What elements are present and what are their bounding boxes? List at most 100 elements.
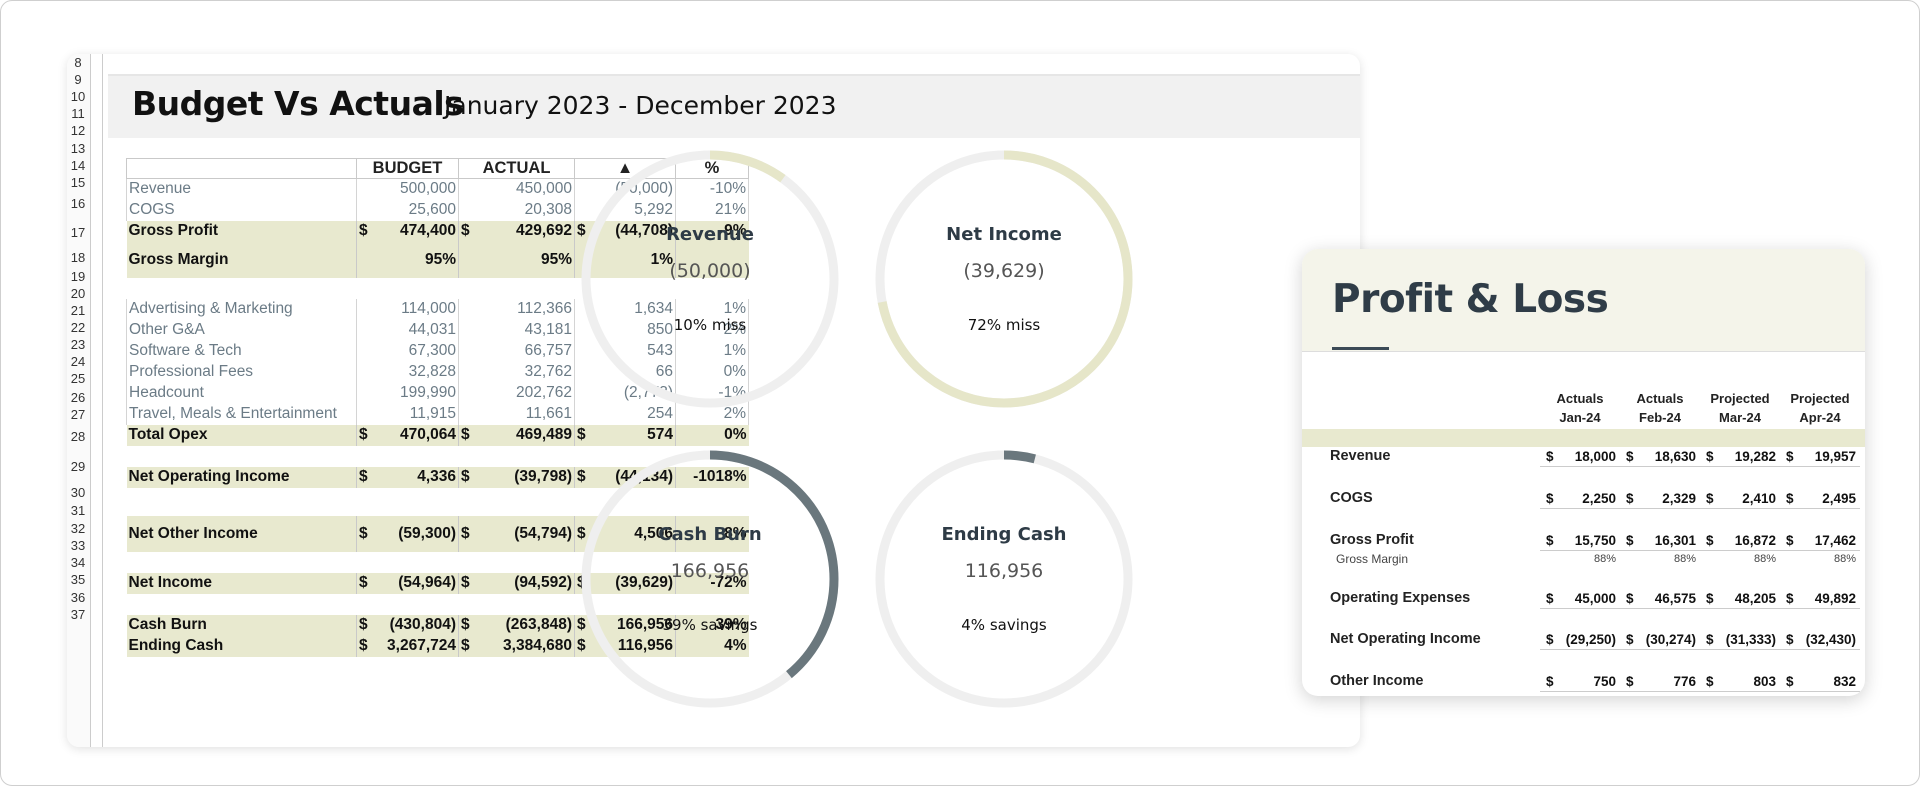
spacer-cell	[459, 552, 575, 573]
column-header-line2: Mar-24	[1719, 410, 1761, 425]
dollar-sign: $	[1626, 449, 1634, 464]
dollar-sign: $	[359, 426, 368, 443]
value-cell: $470,064	[356, 424, 459, 446]
cell-value: 429,692	[515, 222, 572, 239]
cell-value: (94,592)	[514, 574, 572, 591]
value-cell: -72%	[675, 572, 749, 594]
ring-label: Revenue	[666, 224, 754, 245]
table-row: Gross Margin 95% 95% 1%	[126, 241, 749, 278]
pl-cell: 88%	[1620, 551, 1700, 571]
pl-cell: $19,282	[1700, 447, 1780, 467]
row-number: 22	[70, 320, 86, 335]
pl-row-label: COGS	[1330, 490, 1373, 506]
row-number: 13	[70, 141, 86, 156]
cell-value: 574	[647, 426, 673, 443]
pl-cell: $19,957	[1780, 447, 1860, 467]
kpi-ring: Net Income (39,629) 72% miss	[873, 148, 1135, 410]
dollar-sign: $	[577, 574, 586, 591]
pl-cell: $ (30,274)	[1620, 630, 1700, 650]
table-row: Total Opex $470,064 $469,489 $574 0%	[126, 424, 749, 446]
pl-cell: $776	[1620, 672, 1700, 692]
ring-progress-arc	[875, 150, 1133, 408]
spacer-cell	[127, 446, 357, 467]
pl-value: (31,333)	[1725, 632, 1776, 647]
pl-value: 88%	[1673, 553, 1696, 565]
value-cell: 39%	[675, 614, 749, 636]
row-number: 10	[70, 89, 86, 104]
pl-row: COGS $2,250 $2,329 $2,410 $2,495	[1302, 489, 1865, 509]
row-label: Professional Fees	[126, 361, 357, 383]
pl-cell: $2,410	[1700, 489, 1780, 509]
value-cell: 95%	[356, 241, 459, 278]
column-header-line1: Actuals	[1556, 391, 1604, 406]
cell-value: 1,634	[634, 300, 673, 317]
value-cell: 21%	[675, 199, 749, 221]
pl-cell: $2,495	[1780, 489, 1860, 509]
value-cell: -1018%	[675, 466, 749, 488]
value-cell: $ (39,798)	[458, 466, 575, 488]
value-cell: $ (59,300)	[356, 515, 459, 552]
pl-cell: $750	[1540, 672, 1620, 692]
cell-value: 469,489	[515, 426, 572, 443]
value-cell: $3,384,680	[458, 635, 575, 657]
table-row: Headcount 199,990 202,762 (2,773) -1%	[126, 382, 749, 404]
spreadsheet-window: 8 9 10 11 12 13 14 15 16 17 18 19 20 21 22 23 24 25 26 27 28…	[67, 54, 1360, 747]
cell-value: 3,384,680	[503, 637, 572, 654]
row-number: 9	[74, 72, 82, 87]
row-label: Revenue	[126, 178, 357, 200]
row-label: COGS	[126, 199, 357, 221]
dollar-sign: $	[359, 574, 368, 591]
table-header-row: BUDGET ACTUAL ▲%	[126, 158, 749, 179]
dollar-sign: $	[359, 616, 368, 633]
ring-label: Net Income	[946, 224, 1062, 245]
table-row: Professional Fees 32,828 32,762 66 0%	[126, 361, 749, 383]
row-number: 29	[70, 459, 86, 474]
dollar-sign: $	[1546, 591, 1554, 606]
pl-cell: $17,462	[1780, 531, 1860, 551]
spacer-cell	[357, 488, 459, 516]
spacer-cell	[127, 594, 357, 615]
cell-value: 4%	[724, 637, 747, 654]
row-number: 23	[70, 337, 86, 352]
value-cell	[675, 241, 749, 278]
value-cell: 2%	[675, 319, 749, 341]
spacer-cell	[357, 278, 459, 299]
pl-cell: $832	[1780, 672, 1860, 692]
pl-value: 2,495	[1822, 491, 1856, 506]
dollar-sign: $	[1626, 533, 1634, 548]
cell-value: 20,308	[524, 201, 572, 218]
value-cell: $574	[574, 424, 676, 446]
pl-value: 803	[1753, 674, 1776, 689]
cell-value: 21%	[714, 201, 746, 218]
dollar-sign: $	[461, 426, 470, 443]
row-number: 31	[70, 503, 86, 518]
pl-cell: $45,000	[1540, 589, 1620, 609]
dollar-sign: $	[1706, 449, 1714, 464]
dollar-sign: $	[1786, 632, 1794, 647]
column-header-line1: Projected	[1710, 391, 1770, 406]
pl-row-label: Gross Profit	[1330, 532, 1414, 548]
row-number: 19	[70, 269, 86, 284]
pl-cell: $803	[1700, 672, 1780, 692]
pl-value: 16,301	[1654, 533, 1696, 548]
value-cell: -10%	[675, 178, 749, 200]
value-cell: 199,990	[356, 382, 459, 404]
row-number: 30	[70, 485, 86, 500]
column-header: %	[675, 158, 749, 179]
cell-value: 39%	[715, 616, 747, 633]
cell-value: 0%	[724, 426, 747, 443]
pl-row-label: Gross Margin	[1336, 552, 1409, 566]
value-cell: 8%	[675, 515, 749, 552]
dollar-sign: $	[461, 574, 470, 591]
row-label: Software & Tech	[126, 340, 357, 362]
report-title-band: Budget Vs Actuals January 2023 - Decembe…	[108, 74, 1360, 138]
cell-value: 66,757	[524, 342, 572, 359]
cell-value: 67,300	[408, 342, 456, 359]
ring-caption: 39% savings	[662, 616, 758, 634]
cell-value: 66	[655, 363, 673, 380]
spacer-cell	[127, 278, 357, 299]
table-row: Cash Burn $ (430,804) $ (263,848) $166,956 39%	[126, 614, 749, 636]
dollar-sign: $	[461, 616, 470, 633]
row-number: 32	[70, 521, 86, 536]
dollar-sign: $	[577, 222, 586, 239]
